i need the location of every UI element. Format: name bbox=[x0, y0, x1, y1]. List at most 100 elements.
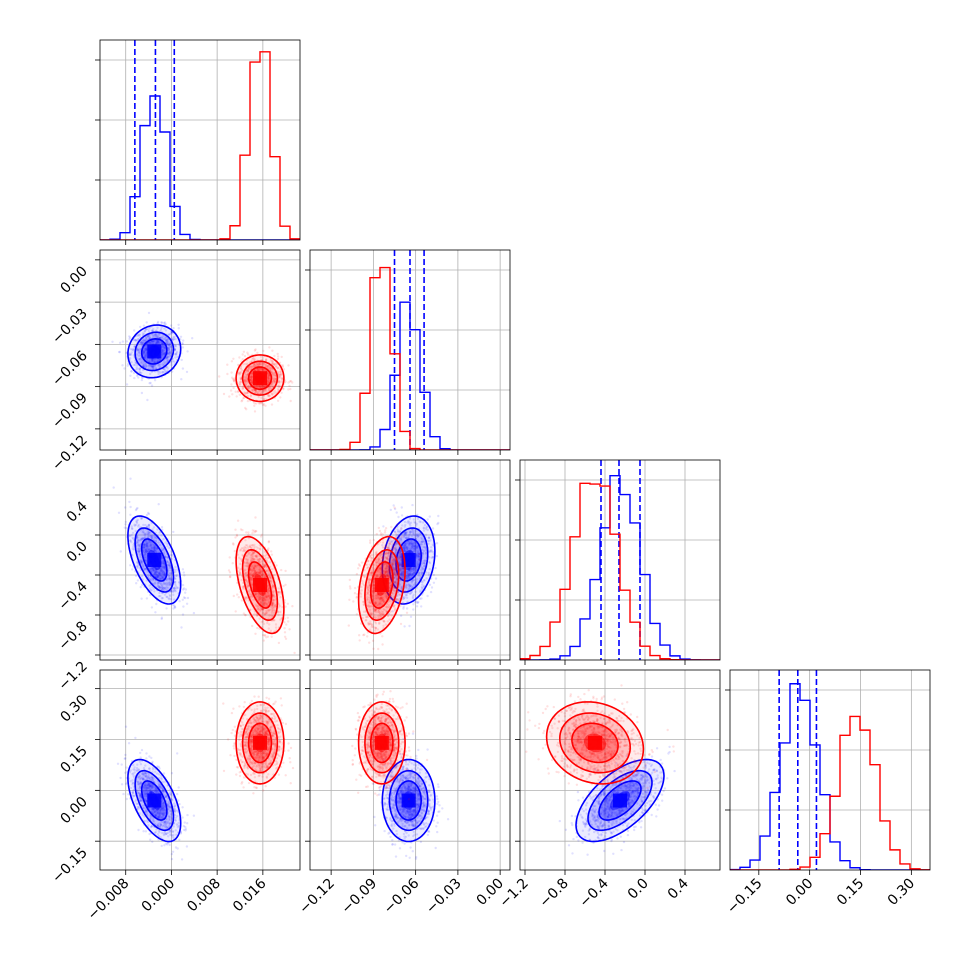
scatter-point bbox=[250, 376, 253, 379]
scatter-point bbox=[166, 555, 169, 559]
scatter-point bbox=[267, 540, 271, 543]
scatter-point bbox=[159, 582, 162, 585]
scatter-point bbox=[284, 605, 287, 608]
scatter-point bbox=[266, 364, 269, 368]
scatter-point bbox=[145, 545, 148, 548]
scatter-point bbox=[167, 569, 170, 572]
scatter-point bbox=[173, 589, 176, 592]
scatter-point bbox=[130, 361, 133, 364]
scatter-point bbox=[130, 370, 133, 373]
y-tick-label: 0.4 bbox=[64, 498, 91, 525]
scatter-point bbox=[145, 357, 148, 360]
scatter-point bbox=[270, 383, 273, 386]
scatter-point bbox=[146, 543, 149, 546]
scatter-point bbox=[145, 544, 148, 548]
scatter-point bbox=[268, 596, 271, 600]
scatter-point bbox=[143, 547, 146, 550]
scatter-point bbox=[132, 371, 136, 375]
scatter-point bbox=[141, 368, 145, 372]
scatter-point bbox=[137, 525, 140, 528]
panel-content bbox=[310, 250, 510, 450]
scatter-point bbox=[168, 576, 171, 580]
scatter-point bbox=[173, 589, 176, 592]
scatter-point bbox=[159, 328, 163, 331]
scatter-point bbox=[372, 647, 375, 650]
scatter-point bbox=[159, 570, 162, 573]
scatter-point bbox=[149, 578, 153, 582]
scatter-point bbox=[253, 573, 256, 576]
scatter-point bbox=[276, 388, 280, 391]
scatter-point bbox=[278, 380, 281, 384]
scatter-point bbox=[163, 321, 167, 324]
scatter-point bbox=[245, 596, 249, 599]
scatter-point bbox=[272, 363, 275, 366]
scatter-point bbox=[145, 344, 148, 347]
scatter-point bbox=[167, 583, 171, 587]
scatter-point bbox=[156, 574, 159, 577]
scatter-point bbox=[234, 528, 237, 531]
scatter-point bbox=[159, 577, 162, 580]
scatter-point bbox=[166, 343, 169, 347]
scatter-point bbox=[135, 374, 139, 377]
scatter-point bbox=[131, 531, 135, 535]
scatter-point bbox=[144, 356, 147, 359]
scatter-point bbox=[134, 339, 138, 342]
scatter-point bbox=[241, 553, 244, 557]
scatter-point bbox=[253, 362, 257, 365]
scatter-point bbox=[173, 605, 177, 609]
scatter-point bbox=[118, 350, 121, 354]
scatter-point bbox=[262, 603, 265, 606]
scatter-point bbox=[142, 564, 145, 568]
scatter-point bbox=[261, 607, 264, 611]
scatter-point bbox=[152, 538, 156, 541]
scatter-point bbox=[246, 559, 249, 562]
scatter-point bbox=[137, 523, 140, 527]
scatter-point bbox=[244, 571, 247, 575]
scatter-point bbox=[132, 363, 135, 367]
scatter-point bbox=[144, 346, 148, 350]
scatter-point bbox=[184, 588, 188, 591]
scatter-point bbox=[166, 595, 169, 599]
scatter-point bbox=[129, 513, 132, 516]
scatter-point bbox=[244, 598, 248, 601]
scatter-point bbox=[140, 517, 143, 521]
scatter-point bbox=[175, 353, 178, 356]
scatter-point bbox=[167, 575, 171, 578]
scatter-point bbox=[242, 584, 245, 588]
scatter-point bbox=[262, 598, 265, 601]
scatter-point bbox=[169, 583, 172, 586]
scatter-point bbox=[137, 358, 141, 361]
scatter-point bbox=[173, 580, 177, 584]
scatter-point bbox=[156, 340, 160, 343]
scatter-point bbox=[144, 355, 147, 358]
scatter-point bbox=[271, 373, 274, 376]
scatter-point bbox=[129, 534, 132, 538]
scatter-point bbox=[241, 353, 244, 356]
scatter-point bbox=[258, 568, 261, 571]
scatter-point bbox=[150, 568, 153, 571]
scatter-point bbox=[262, 397, 265, 400]
scatter-point bbox=[266, 598, 270, 601]
scatter-point bbox=[239, 548, 243, 551]
scatter-point bbox=[142, 332, 146, 336]
scatter-point bbox=[137, 547, 140, 551]
scatter-point bbox=[161, 572, 164, 575]
scatter-point bbox=[259, 609, 262, 613]
scatter-point bbox=[155, 574, 158, 577]
scatter-point bbox=[172, 593, 175, 597]
scatter-point bbox=[148, 541, 151, 544]
scatter-point bbox=[253, 569, 256, 572]
scatter-point bbox=[261, 367, 264, 371]
scatter-point bbox=[267, 377, 270, 380]
scatter-point bbox=[278, 381, 281, 384]
scatter-point bbox=[135, 353, 139, 356]
scatter-point bbox=[262, 368, 265, 372]
scatter-point bbox=[144, 553, 147, 556]
scatter-point bbox=[277, 641, 281, 645]
scatter-point bbox=[166, 365, 169, 369]
scatter-point bbox=[162, 562, 166, 565]
scatter-point bbox=[267, 394, 270, 397]
scatter-point bbox=[125, 351, 128, 355]
scatter-point bbox=[238, 356, 241, 359]
scatter-point bbox=[236, 363, 240, 367]
